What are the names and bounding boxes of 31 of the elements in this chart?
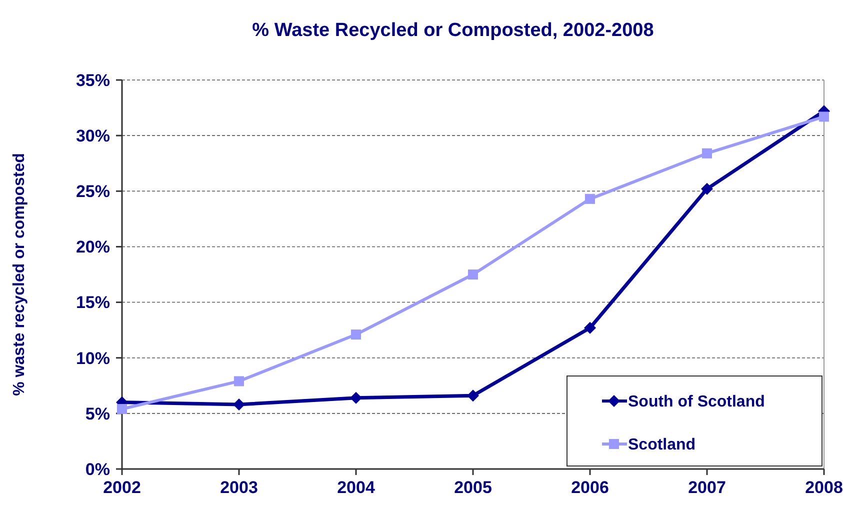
x-tick-label: 2002 — [103, 478, 141, 497]
x-tick-label: 2005 — [454, 478, 492, 497]
point — [701, 182, 713, 195]
y-tick-label: 25% — [76, 182, 110, 202]
point — [351, 330, 361, 340]
point — [117, 404, 127, 414]
point — [233, 398, 245, 411]
x-tick-label: 2006 — [571, 478, 609, 497]
y-tick-label: 10% — [76, 348, 110, 368]
y-tick-label: 15% — [76, 293, 110, 312]
point — [350, 392, 362, 404]
y-tick-label: 0% — [85, 460, 110, 479]
y-tick-label: 5% — [85, 404, 110, 424]
point — [468, 270, 478, 280]
y-tick-label: 20% — [76, 238, 110, 257]
x-tick-label: 2007 — [688, 478, 726, 497]
y-tick-label: 30% — [76, 126, 110, 146]
x-tick-label: 2004 — [337, 478, 376, 497]
y-axis-title: % waste recycled or composted — [11, 153, 28, 396]
point — [584, 322, 596, 334]
y-tick-label: 35% — [76, 70, 110, 90]
legend-label: Scotland — [628, 436, 696, 454]
point — [467, 390, 479, 402]
x-tick-label: 2008 — [805, 478, 843, 497]
x-tick-label: 2003 — [220, 478, 258, 497]
point — [234, 376, 244, 386]
chart-title: % Waste Recycled or Composted, 2002-2008 — [252, 20, 654, 41]
legend-label: South of Scotland — [628, 394, 765, 411]
point — [702, 148, 712, 158]
point — [819, 112, 829, 122]
point — [585, 194, 595, 204]
